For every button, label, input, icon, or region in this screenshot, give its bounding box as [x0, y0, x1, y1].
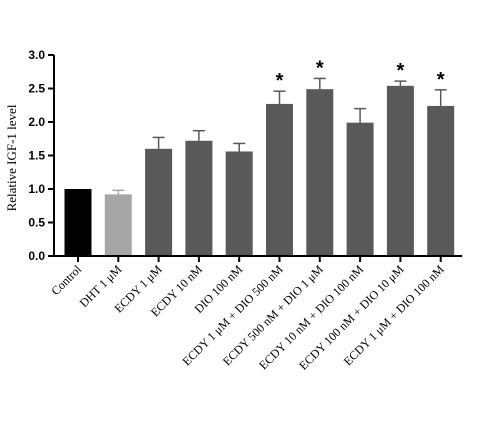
bar: [427, 105, 455, 256]
bar: [346, 122, 374, 256]
bar: [386, 85, 414, 256]
bars: * * * *: [64, 57, 455, 256]
bar: [306, 89, 334, 256]
y-axis: 0.0 0.5 1.0 1.5 2.0 2.5 3.0: [28, 48, 55, 263]
bar: [185, 140, 213, 256]
significance-marker: *: [316, 57, 324, 79]
y-tick-label: 0.0: [28, 249, 45, 263]
x-tick-label: Control: [48, 262, 84, 298]
y-tick-label: 0.5: [28, 216, 45, 230]
y-tick-label: 1.0: [28, 182, 45, 196]
significance-marker: *: [276, 70, 284, 92]
bar: [64, 189, 92, 256]
y-tick-label: 2.5: [28, 82, 45, 96]
y-axis-label: Relative IGF-1 level: [4, 104, 19, 211]
significance-marker: *: [397, 60, 405, 82]
bar: [145, 148, 173, 256]
y-tick-label: 2.0: [28, 115, 45, 129]
significance-marker: *: [437, 69, 445, 91]
y-tick-label: 1.5: [28, 149, 45, 163]
bar: [225, 151, 253, 256]
y-tick-label: 3.0: [28, 48, 45, 62]
bar: [104, 194, 132, 256]
bar: [266, 103, 293, 256]
x-axis: [54, 255, 463, 262]
